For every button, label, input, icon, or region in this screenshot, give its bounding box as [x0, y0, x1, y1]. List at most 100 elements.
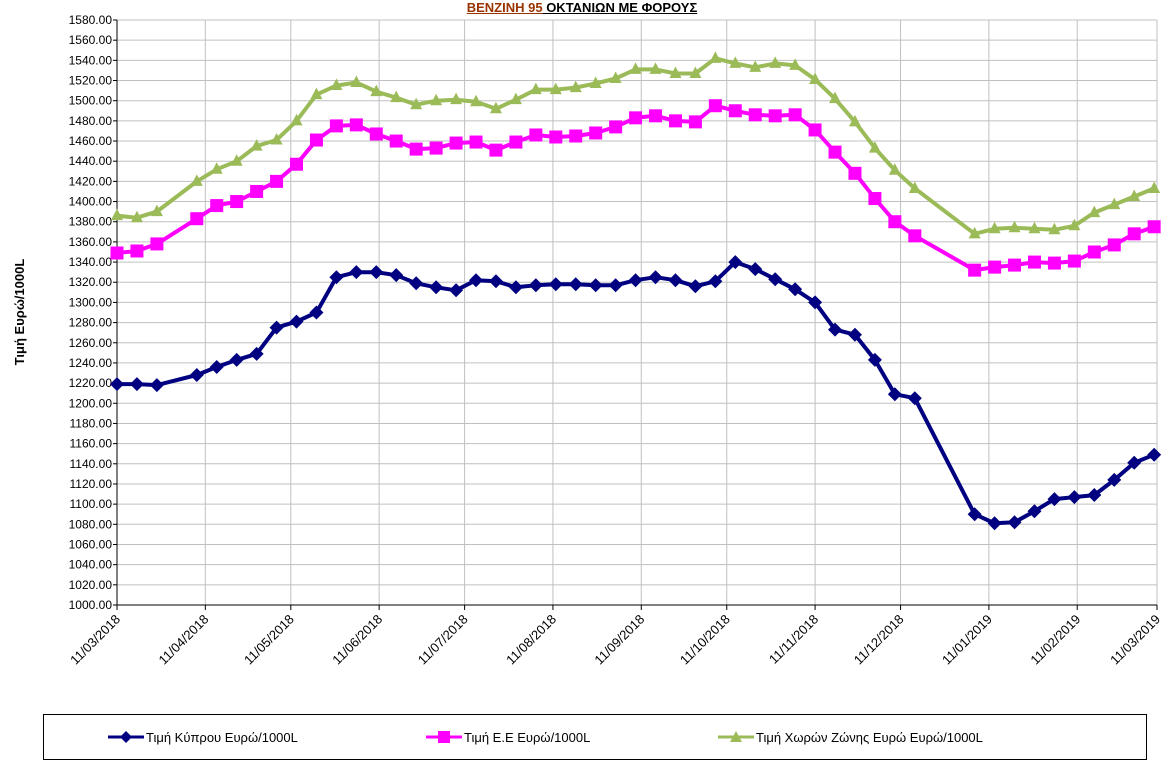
data-point-square	[250, 184, 264, 198]
data-point-square	[150, 237, 164, 251]
data-point-diamond	[1027, 504, 1042, 519]
data-point-triangle	[888, 163, 901, 175]
data-point-diamond	[808, 295, 823, 310]
data-point-square	[469, 135, 483, 149]
data-point-square	[509, 135, 523, 149]
y-tick-label: 1060.00	[69, 537, 113, 551]
data-point-triangle	[669, 66, 682, 78]
data-point-square	[629, 111, 643, 125]
data-point-square	[868, 192, 882, 206]
y-tick-label: 1220.00	[69, 376, 113, 390]
data-point-triangle	[569, 80, 582, 93]
y-tick-label: 1100.00	[70, 497, 113, 511]
data-point-diamond	[688, 279, 703, 294]
data-point-diamond	[588, 278, 603, 293]
y-tick-label: 1340.00	[69, 255, 113, 269]
x-tick-label: 11/03/2018	[67, 612, 123, 668]
data-point-diamond	[1067, 490, 1082, 505]
data-point-diamond	[289, 314, 304, 329]
data-point-diamond	[768, 272, 783, 287]
series-line	[116, 56, 1155, 236]
data-point-triangle	[430, 93, 443, 106]
legend: Τιμή Κύπρου Ευρώ/1000L Τιμή Ε.Ε Ευρώ/100…	[43, 714, 1147, 760]
data-point-square	[848, 166, 862, 180]
data-point-square	[369, 127, 383, 141]
data-point-triangle	[829, 91, 842, 104]
data-point-square	[1087, 245, 1101, 259]
data-point-square	[449, 136, 463, 150]
data-point-square	[230, 195, 244, 209]
legend-item-eu: Τιμή Ε.Ε Ευρώ/1000L	[426, 727, 590, 747]
data-point-triangle	[190, 174, 203, 186]
y-tick-label: 1140.00	[70, 457, 113, 471]
data-point-diamond	[269, 320, 284, 335]
data-point-square	[290, 157, 304, 171]
data-point-triangle	[729, 56, 742, 68]
data-point-square	[529, 128, 543, 142]
data-point-triangle	[290, 113, 303, 126]
data-point-square	[130, 244, 144, 258]
data-point-diamond	[1147, 447, 1162, 462]
data-point-square	[808, 123, 822, 137]
legend-diamond-marker-icon	[108, 731, 144, 743]
y-tick-label: 1180.00	[70, 416, 113, 430]
data-point-triangle	[250, 139, 263, 151]
data-point-diamond	[508, 280, 523, 295]
data-point-triangle	[709, 51, 722, 63]
data-point-triangle	[789, 58, 802, 70]
data-point-diamond	[1007, 515, 1022, 530]
data-point-triangle	[410, 97, 423, 110]
data-point-triangle	[689, 66, 702, 78]
data-point-triangle	[130, 210, 143, 223]
y-tick-label: 1240.00	[69, 356, 113, 370]
data-point-square	[329, 119, 343, 133]
data-point-triangle	[968, 226, 981, 239]
data-point-diamond	[369, 265, 384, 280]
data-point-square	[768, 109, 782, 123]
grid-lines	[116, 19, 1158, 606]
data-point-triangle	[1148, 181, 1161, 193]
data-point-triangle	[1028, 221, 1041, 234]
y-tick-label: 1120.00	[70, 477, 113, 491]
data-point-diamond	[628, 273, 643, 288]
chart-title-part2: ΟΚΤΑΝΙΩΝ ΜΕ ΦΟΡΟΥΣ	[542, 0, 698, 15]
data-point-square	[728, 104, 742, 118]
data-point-diamond	[788, 282, 803, 297]
data-point-triangle	[1068, 218, 1081, 231]
y-tick-label: 1420.00	[69, 174, 113, 188]
data-point-square	[110, 246, 124, 260]
y-tick-label: 1440.00	[69, 154, 113, 168]
y-tick-label: 1300.00	[69, 295, 113, 309]
x-tick-label: 11/08/2018	[503, 612, 559, 668]
data-point-diamond	[488, 274, 503, 289]
data-point-square	[349, 118, 363, 132]
data-point-triangle	[509, 92, 522, 105]
y-tick-label: 1040.00	[69, 558, 113, 572]
data-point-square	[609, 120, 623, 134]
legend-label-eu: Τιμή Ε.Ε Ευρώ/1000L	[464, 729, 591, 745]
axes	[113, 19, 1158, 610]
data-point-triangle	[450, 92, 463, 105]
y-tick-label: 1360.00	[69, 235, 113, 249]
data-point-diamond	[828, 322, 843, 337]
chart-title-part1: ΒΕΝΖΙΝΗ 95	[466, 0, 543, 15]
data-point-diamond	[110, 377, 124, 392]
y-tick-label: 1560.00	[69, 33, 113, 47]
data-point-triangle	[210, 162, 223, 174]
data-point-square	[1107, 238, 1121, 252]
y-tick-label: 1400.00	[69, 195, 113, 209]
y-tick-label: 1580.00	[69, 13, 113, 27]
data-point-square	[988, 260, 1002, 274]
data-point-diamond	[728, 255, 743, 270]
data-point-square	[1067, 254, 1081, 268]
data-point-square	[549, 130, 563, 144]
data-point-square	[1127, 227, 1141, 241]
data-point-diamond	[668, 273, 683, 288]
line-chart: 1000.00 1020.00 1040.00 1060.00 1080.00 1100.…	[12, 13, 1163, 668]
data-point-triangle	[609, 71, 622, 83]
data-point-diamond	[748, 262, 763, 277]
y-tick-label: 1540.00	[69, 53, 113, 67]
x-tick-label: 11/06/2018	[329, 612, 385, 668]
y-tick-label: 1160.00	[70, 437, 113, 451]
data-point-triangle	[390, 90, 403, 103]
